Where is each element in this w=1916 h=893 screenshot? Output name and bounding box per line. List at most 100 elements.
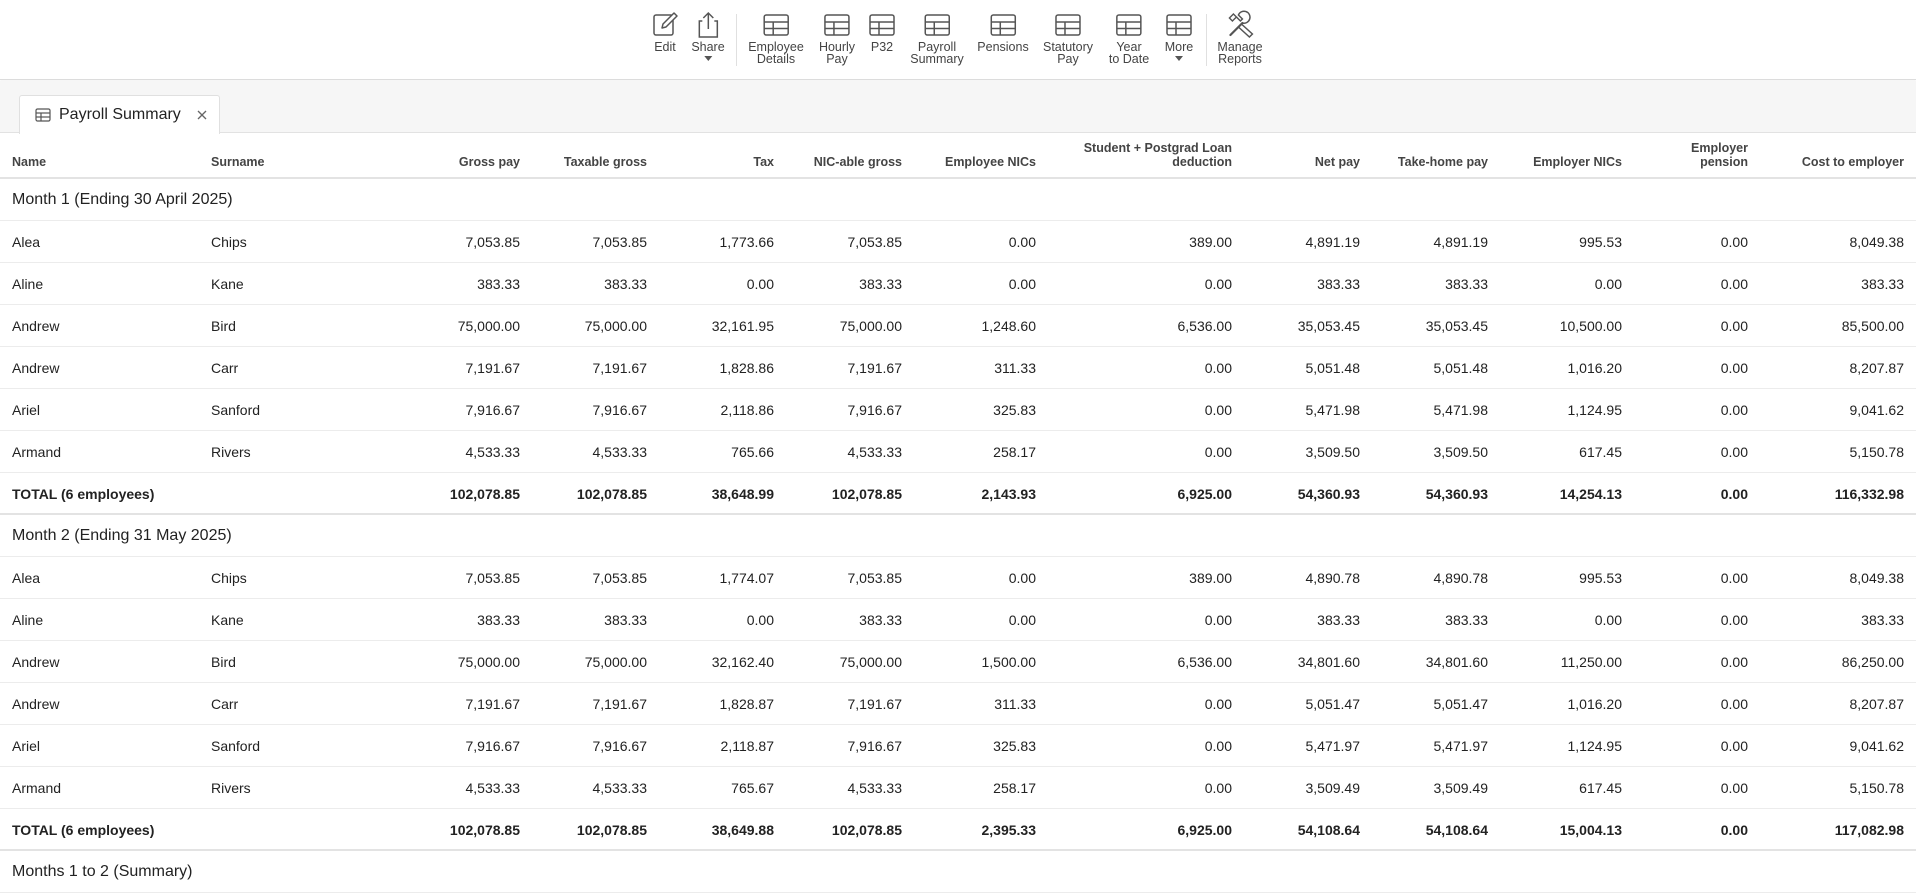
cell-employer-pension: 0.00 [1720,402,1748,418]
cell-take-home-pay: 4,891.19 [1433,234,1489,250]
cell-cost-to-employer: 5,150.78 [1849,780,1905,796]
cell-taxable-gross: 102,078.85 [576,486,647,502]
cell-nicable-gross: 102,078.85 [831,822,902,838]
cell-employee-nics: 0.00 [1008,234,1036,250]
cell-name: Ariel [12,738,41,754]
cell-student-loan: 0.00 [1204,696,1232,712]
column-header-surname[interactable]: Surname [211,155,265,169]
cell-nicable-gross: 4,533.33 [847,444,903,460]
column-header-gross-pay[interactable]: Gross pay [458,155,520,169]
group-header: Month 1 (Ending 30 April 2025) [0,179,1916,221]
table-icon [35,108,51,122]
table-icon [922,10,952,40]
cell-tax: 0.00 [746,612,774,628]
table-row[interactable]: Ariel Sanford 7,916.67 7,916.67 2,118.86 7,91… [0,389,1916,431]
cell-name: Andrew [12,318,60,334]
toolbar-divider [736,14,737,66]
group-title: Month 1 (Ending 30 April 2025) [12,191,233,208]
toolbar-label: Pensions [977,40,1029,54]
table-row[interactable]: Ariel Sanford 7,916.67 7,916.67 2,118.87 7,91… [0,725,1916,767]
toolbar-manage-reports-button[interactable]: Manage Reports [1217,10,1263,65]
cell-cost-to-employer: 9,041.62 [1849,738,1905,754]
toolbar-p32-button[interactable]: P32 [867,10,897,53]
column-header-employer-pension[interactable]: Employer pension [1691,141,1748,169]
column-header-nicable-gross[interactable]: NIC-able gross [813,155,902,169]
column-header-taxable-gross[interactable]: Taxable gross [563,155,647,169]
cell-nicable-gross: 383.33 [859,276,902,292]
pencil-icon [650,10,680,40]
table-row[interactable]: Aline Kane 383.33 383.33 0.00 383.33 0.00 0.00 3… [0,599,1916,641]
tab-payroll-summary[interactable]: Payroll Summary [19,95,220,134]
column-header-net-pay[interactable]: Net pay [1314,155,1360,169]
cell-taxable-gross: 383.33 [604,276,647,292]
cell-surname: Kane [211,276,244,292]
toolbar-statutory-pay-button[interactable]: Statutory Pay [1043,10,1093,65]
toolbar-label: P32 [870,40,894,54]
toolbar-label: More [1164,40,1194,54]
cell-take-home-pay: 35,053.45 [1425,318,1488,334]
toolbar-pensions-button[interactable]: Pensions [977,10,1029,54]
close-icon[interactable] [195,108,209,122]
toolbar-payroll-summary-button[interactable]: Payroll Summary [910,10,964,65]
cell-taxable-gross: 4,533.33 [592,444,648,460]
toolbar-edit-button[interactable]: Edit [650,10,680,53]
table-row[interactable]: Aline Kane 383.33 383.33 0.00 383.33 0.00 0.00 3… [0,263,1916,305]
cell-student-loan: 0.00 [1204,360,1232,376]
cell-name: Ariel [12,402,41,418]
toolbar-employee-details-button[interactable]: Employee Details [748,10,804,65]
cell-employer-nics: 995.53 [1579,570,1622,586]
toolbar-more-button[interactable]: More [1164,10,1194,61]
column-header-name[interactable]: Name [12,155,47,169]
cell-taxable-gross: 102,078.85 [576,822,647,838]
cell-name: Aline [12,612,44,628]
table-row[interactable]: Alea Chips 7,053.85 7,053.85 1,774.07 7,053.8… [0,557,1916,599]
toolbar-year-to-date-button[interactable]: Year to Date [1109,10,1149,65]
column-header-employee-nics[interactable]: Employee NICs [944,155,1036,169]
table-row[interactable]: Alea Chips 7,053.85 7,053.85 1,773.66 7,053.8… [0,221,1916,263]
cell-student-loan: 0.00 [1204,444,1232,460]
toolbar-label: Edit [654,40,676,54]
column-header-student-loan[interactable]: Student + Postgrad Loan deduction [1083,141,1232,169]
cell-net-pay: 3,509.50 [1305,444,1361,460]
cell-nicable-gross: 7,053.85 [847,234,903,250]
cell-gross-pay: 4,533.33 [465,780,521,796]
cell-cost-to-employer: 8,207.87 [1849,360,1905,376]
toolbar-divider [1206,14,1207,66]
cell-gross-pay: 75,000.00 [457,318,520,334]
group-header: Month 2 (Ending 31 May 2025) [0,515,1916,557]
share-icon [693,10,723,40]
table-row[interactable]: Armand Rivers 4,533.33 4,533.33 765.67 4,533.… [0,767,1916,809]
cell-taxable-gross: 7,053.85 [592,570,648,586]
payroll-summary-table: Name Surname Gross pay Taxable gross Tax NIC-… [0,134,1916,893]
cell-employee-nics: 2,143.93 [981,486,1037,502]
cell-gross-pay: 4,533.33 [465,444,521,460]
table-row[interactable]: Andrew Bird 75,000.00 75,000.00 32,161.95 75,… [0,305,1916,347]
toolbar-hourly-pay-button[interactable]: Hourly Pay [819,10,855,65]
cell-take-home-pay: 54,360.93 [1425,486,1488,502]
column-header-cost-to-employer[interactable]: Cost to employer [1801,155,1904,169]
cell-take-home-pay: 383.33 [1445,612,1488,628]
cell-student-loan: 389.00 [1189,570,1232,586]
column-header-employer-nics[interactable]: Employer NICs [1533,155,1622,169]
table-row[interactable]: Armand Rivers 4,533.33 4,533.33 765.66 4,533.… [0,431,1916,473]
cell-net-pay: 5,471.98 [1305,402,1361,418]
toolbar-share-button[interactable]: Share [691,10,725,61]
table-row[interactable]: Andrew Carr 7,191.67 7,191.67 1,828.86 7,191.… [0,347,1916,389]
cell-taxable-gross: 4,533.33 [592,780,648,796]
cell-student-loan: 6,536.00 [1177,654,1233,670]
table-header: Name Surname Gross pay Taxable gross Tax NIC-… [0,134,1916,179]
column-header-take-home-pay[interactable]: Take-home pay [1397,155,1488,169]
column-header-tax[interactable]: Tax [753,155,774,169]
table-row[interactable]: Andrew Bird 75,000.00 75,000.00 32,162.40 75,… [0,641,1916,683]
cell-cost-to-employer: 85,500.00 [1841,318,1904,334]
cell-employee-nics: 325.83 [993,402,1036,418]
cell-employer-nics: 617.45 [1579,780,1622,796]
cell-cost-to-employer: 117,082.98 [1834,822,1904,838]
table-row[interactable]: Andrew Carr 7,191.67 7,191.67 1,828.87 7,191.… [0,683,1916,725]
cell-employee-nics: 2,395.33 [981,822,1037,838]
cell-employee-nics: 258.17 [993,444,1036,460]
cell-tax: 1,828.87 [719,696,775,712]
table-icon [988,10,1018,40]
cell-cost-to-employer: 383.33 [1861,612,1904,628]
cell-employer-pension: 0.00 [1720,444,1748,460]
